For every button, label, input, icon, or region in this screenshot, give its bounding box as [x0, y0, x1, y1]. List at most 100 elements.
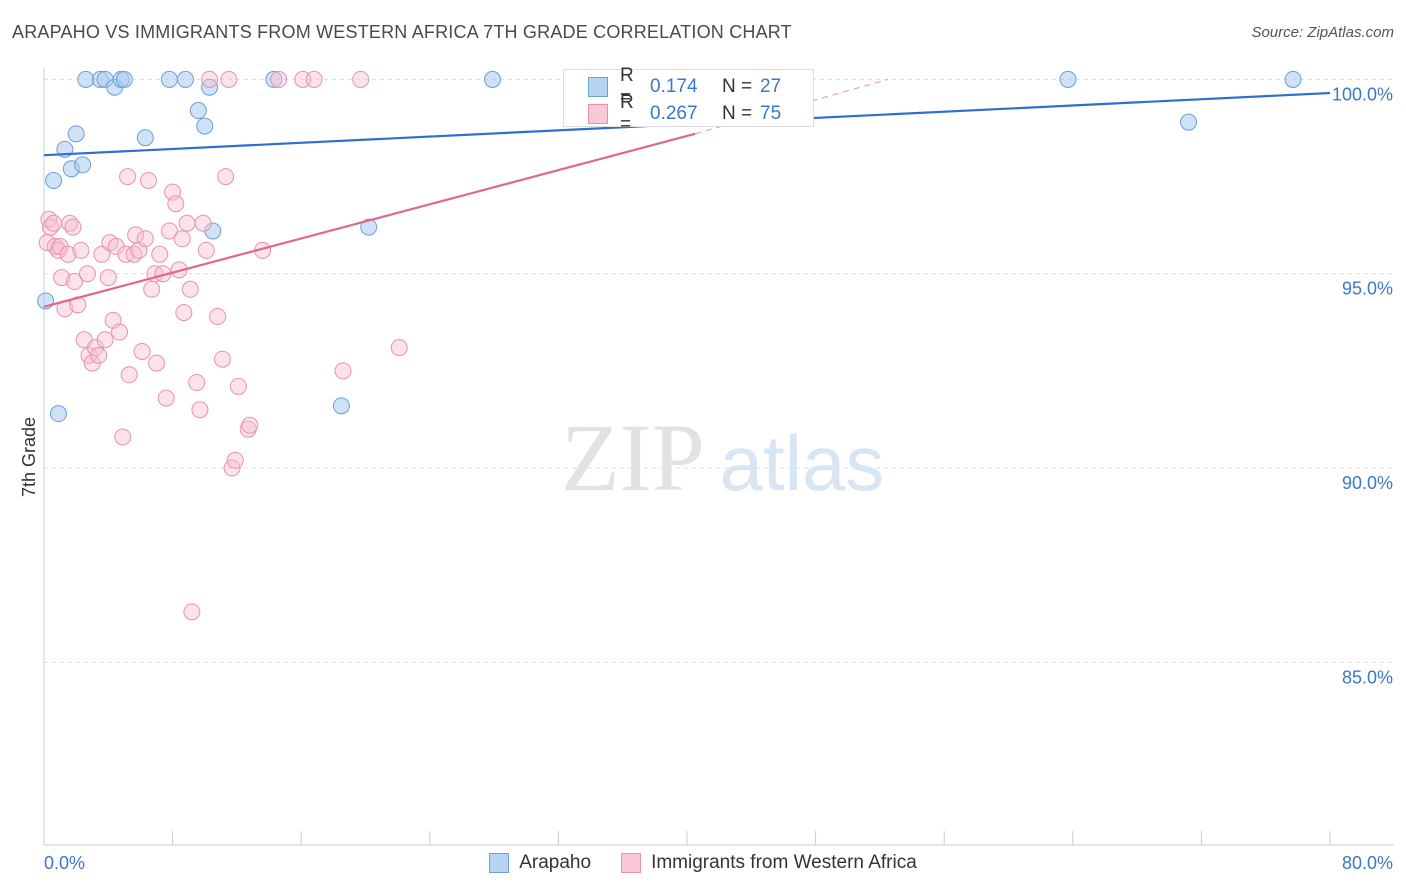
data-point	[45, 214, 63, 232]
y-tick-label: 85.0%	[1342, 667, 1393, 687]
data-point	[196, 117, 214, 135]
data-point	[201, 70, 219, 88]
y-tick-label: 100.0%	[1332, 84, 1393, 104]
data-point	[77, 70, 95, 88]
r-value-immigrants: 0.267	[650, 103, 698, 124]
data-point	[352, 70, 370, 88]
arapaho-swatch	[489, 853, 510, 873]
data-point	[157, 389, 175, 407]
trend-line-immigrants	[43, 132, 696, 308]
data-point	[119, 168, 137, 186]
data-point	[183, 603, 201, 621]
data-point	[53, 269, 71, 287]
data-point	[188, 374, 206, 392]
stats-row-arapaho: R = 0.174 N = 27	[588, 65, 782, 108]
data-point	[136, 129, 154, 147]
immigrants-swatch	[588, 104, 608, 124]
r-label: R =	[620, 92, 634, 135]
chart-title: ARAPAHO VS IMMIGRANTS FROM WESTERN AFRIC…	[12, 22, 792, 42]
data-point	[217, 168, 235, 186]
data-point	[67, 125, 85, 143]
data-point	[226, 451, 244, 469]
data-point	[176, 70, 194, 88]
stats-legend: R = 0.174 N = 27 R = 0.267 N = 75	[563, 65, 814, 135]
y-axis-label: 7th Grade	[19, 417, 39, 497]
data-point	[181, 280, 199, 298]
data-point	[99, 269, 117, 287]
data-point	[136, 230, 154, 248]
tick-labels: 100.0% 95.0% 90.0% 85.0% 0.0% 80.0%	[44, 84, 1393, 873]
data-point	[72, 241, 90, 259]
watermark: ZIP atlas	[561, 404, 884, 511]
data-point	[270, 70, 288, 88]
data-point	[230, 377, 248, 395]
data-point	[143, 280, 161, 298]
data-point	[360, 218, 378, 236]
data-point	[209, 307, 227, 325]
legend-label-arapaho: Arapaho	[519, 852, 592, 873]
immigrants-swatch	[621, 853, 642, 873]
x-tick-label: 80.0%	[1342, 853, 1393, 873]
data-point	[111, 323, 129, 341]
source-label: Source: ZipAtlas.com	[1251, 24, 1394, 41]
n-label: N =	[722, 103, 753, 124]
data-point	[1059, 70, 1077, 88]
data-point	[305, 70, 323, 88]
y-tick-label: 95.0%	[1342, 279, 1393, 299]
data-point	[133, 342, 151, 360]
data-point	[74, 156, 92, 174]
data-point	[178, 214, 196, 232]
data-point	[390, 339, 408, 357]
n-value-arapaho: 27	[760, 76, 782, 97]
r-label: R =	[620, 65, 634, 108]
data-point	[160, 222, 178, 240]
data-point	[483, 70, 501, 88]
data-point	[194, 214, 212, 232]
axes	[43, 68, 1394, 846]
chart-legend: Arapaho Immigrants from Western Africa	[0, 852, 1406, 874]
data-point	[173, 230, 191, 248]
data-point	[59, 245, 77, 263]
stats-row-immigrants: R = 0.267 N = 75	[588, 92, 782, 135]
n-value-immigrants: 75	[760, 103, 782, 124]
watermark-zip: ZIP	[561, 404, 705, 511]
data-point	[265, 70, 283, 88]
data-point	[78, 265, 96, 283]
r-value-arapaho: 0.174	[650, 76, 698, 97]
data-point	[213, 350, 231, 368]
data-point	[189, 102, 207, 120]
data-point	[191, 401, 209, 419]
data-point	[167, 195, 185, 213]
data-point	[332, 397, 350, 415]
legend-label-immigrants: Immigrants from Western Africa	[651, 852, 917, 873]
data-point	[197, 241, 215, 259]
data-point	[45, 171, 63, 189]
y-tick-label: 90.0%	[1342, 473, 1393, 493]
legend-item-immigrants[interactable]: Immigrants from Western Africa	[621, 852, 917, 874]
data-point	[96, 331, 114, 349]
data-point	[151, 245, 169, 263]
data-point	[160, 70, 178, 88]
data-point	[66, 273, 84, 291]
data-point	[220, 70, 238, 88]
n-label: N =	[722, 76, 753, 97]
data-point	[148, 354, 166, 372]
gridlines	[44, 78, 1394, 663]
data-points	[37, 70, 1302, 621]
data-point	[120, 366, 138, 384]
data-point	[334, 362, 352, 380]
legend-item-arapaho[interactable]: Arapaho	[489, 852, 591, 874]
data-point	[115, 70, 133, 88]
data-point	[49, 405, 67, 423]
watermark-atlas: atlas	[720, 419, 885, 507]
data-point	[175, 304, 193, 322]
data-point	[114, 428, 132, 446]
x-tick-label: 0.0%	[44, 853, 85, 873]
arapaho-swatch	[588, 77, 608, 97]
data-point	[93, 245, 111, 263]
data-point	[1180, 113, 1198, 131]
data-point	[139, 171, 157, 189]
data-point	[90, 346, 108, 364]
data-point	[1284, 70, 1302, 88]
